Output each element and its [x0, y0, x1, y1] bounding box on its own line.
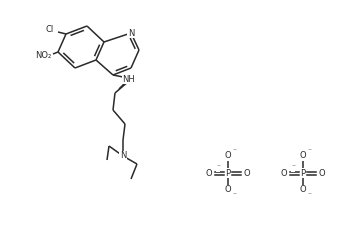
- Text: ⁻: ⁻: [307, 146, 311, 156]
- Text: Cl: Cl: [46, 26, 54, 34]
- Text: O: O: [206, 168, 212, 178]
- Text: O: O: [225, 186, 231, 194]
- Text: N: N: [120, 151, 126, 161]
- Text: NO₂: NO₂: [35, 51, 51, 61]
- Text: P: P: [225, 168, 231, 178]
- Text: O: O: [225, 151, 231, 161]
- Text: ⁻: ⁻: [291, 162, 295, 172]
- Text: O: O: [244, 168, 250, 178]
- Text: ⁻: ⁻: [232, 190, 236, 200]
- Text: O: O: [319, 168, 325, 178]
- Text: P: P: [300, 168, 306, 178]
- Text: O: O: [300, 186, 306, 194]
- Text: NH: NH: [122, 74, 135, 84]
- Text: ⁻: ⁻: [307, 190, 311, 200]
- Text: O: O: [281, 168, 287, 178]
- Text: N: N: [128, 29, 134, 37]
- Text: ⁻: ⁻: [216, 162, 220, 172]
- Text: ⁻: ⁻: [232, 146, 236, 156]
- Text: O: O: [300, 151, 306, 161]
